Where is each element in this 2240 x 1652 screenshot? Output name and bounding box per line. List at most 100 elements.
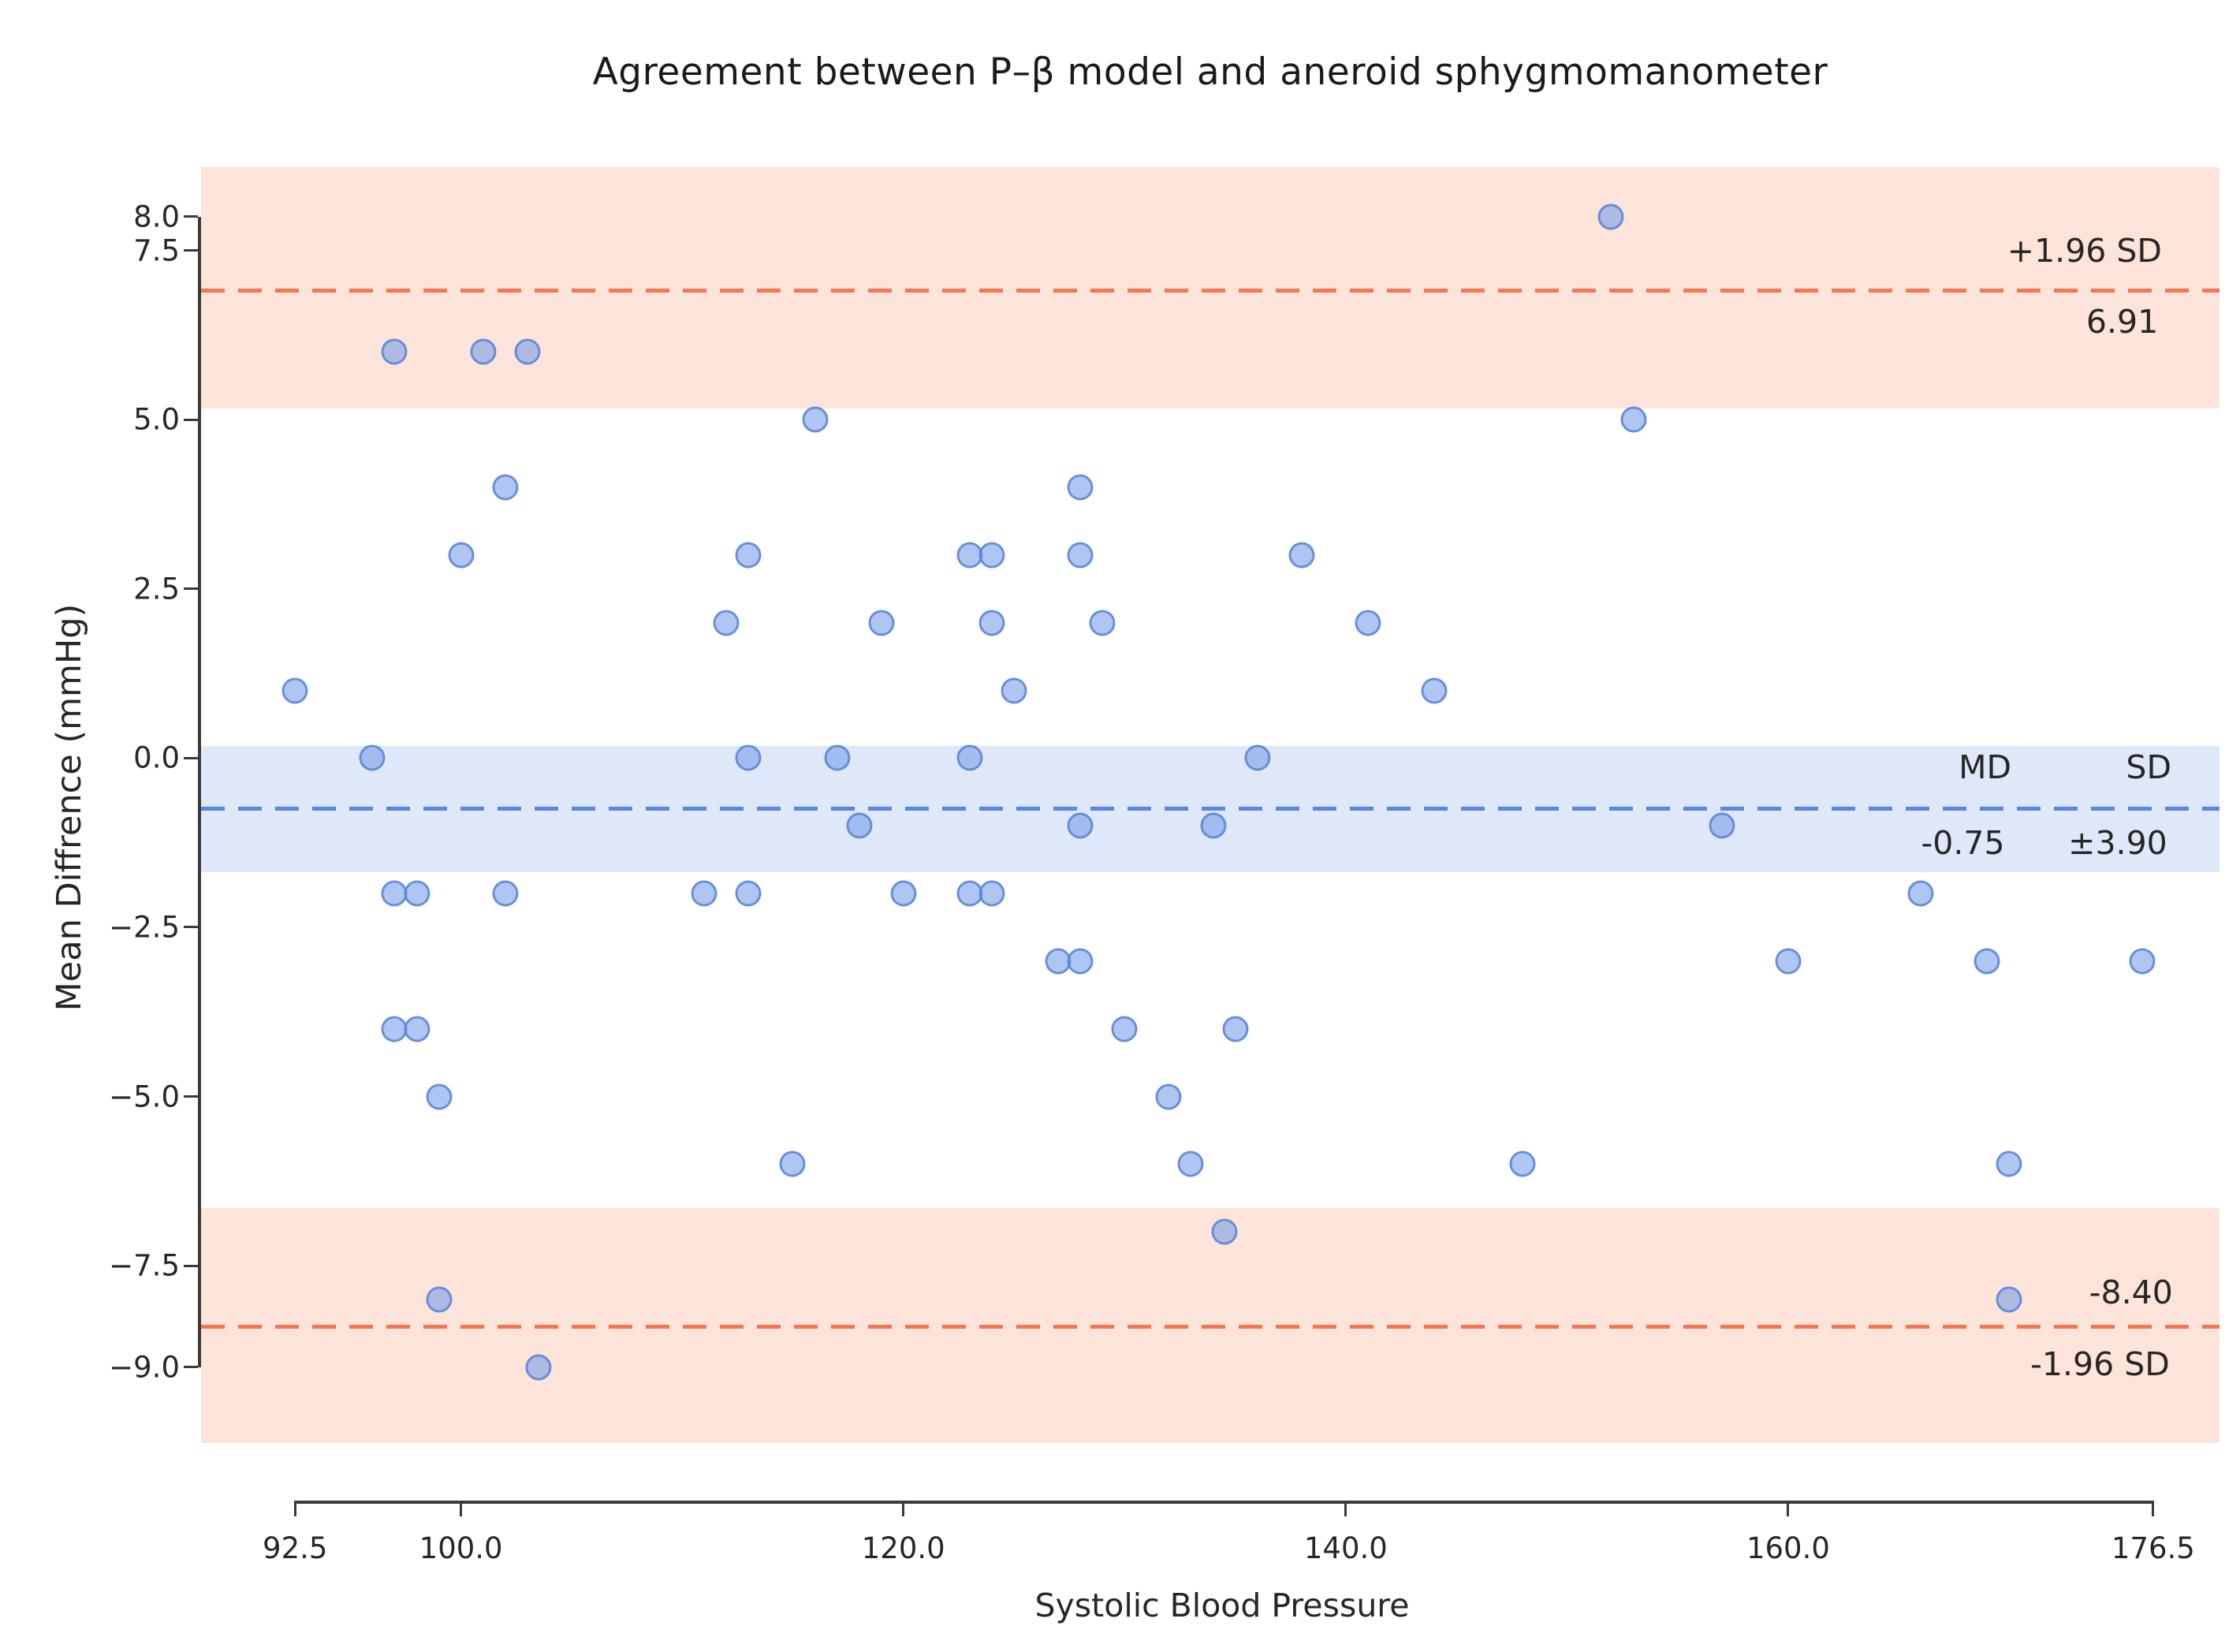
plot-area: +1.96 SD 6.91 MD SD -0.75 ±3.90 -8.40 -1.96 SD [201, 167, 2220, 1443]
y-tick-label: 0.0 [133, 740, 180, 775]
data-point [1177, 1150, 1204, 1177]
y-tick-label: −9.0 [109, 1350, 180, 1385]
data-point [978, 880, 1005, 907]
lower-loa-value: -8.40 [2089, 1273, 2173, 1312]
data-point [492, 474, 519, 501]
data-point [426, 1083, 453, 1110]
x-tick-mark [2152, 1501, 2155, 1516]
data-point [492, 880, 519, 907]
data-point [525, 1354, 552, 1381]
y-tick-mark [184, 587, 198, 591]
x-tick-label: 176.5 [2111, 1531, 2195, 1565]
data-point [470, 338, 497, 365]
x-tick-label: 92.5 [263, 1531, 328, 1565]
y-tick-mark [184, 1264, 198, 1267]
y-tick-label: −2.5 [109, 910, 180, 945]
x-tick-mark [902, 1501, 905, 1516]
y-tick-label: 5.0 [133, 402, 180, 437]
data-point [978, 542, 1005, 569]
data-point [1996, 1286, 2022, 1313]
y-tick-mark [184, 756, 198, 759]
data-point [281, 677, 308, 703]
data-point [2129, 948, 2156, 975]
data-point [1974, 948, 2000, 975]
data-point [779, 1150, 806, 1177]
data-point [1067, 474, 1094, 501]
data-point [359, 744, 386, 771]
data-point [1111, 1016, 1138, 1042]
x-tick-mark [1787, 1501, 1790, 1516]
upper-loa-label: +1.96 SD [2007, 231, 2162, 270]
x-tick-label: 160.0 [1746, 1531, 1830, 1565]
data-point [1244, 744, 1271, 771]
lower-loa-line [201, 1324, 2220, 1329]
data-point [426, 1286, 453, 1313]
y-tick-mark [184, 1366, 198, 1369]
data-point [404, 880, 430, 907]
x-tick-mark [460, 1501, 463, 1516]
upper-loa-value: 6.91 [2085, 302, 2159, 341]
x-tick-label: 100.0 [419, 1531, 503, 1565]
data-point [890, 880, 917, 907]
data-point [802, 406, 829, 433]
data-point [978, 610, 1005, 636]
data-point [1509, 1150, 1536, 1177]
y-tick-label: −7.5 [109, 1248, 180, 1283]
data-point [1045, 948, 1072, 975]
x-axis-spine [295, 1501, 2153, 1504]
data-point [1067, 542, 1094, 569]
data-point [1155, 1083, 1182, 1110]
data-point [1067, 812, 1094, 839]
upper-loa-line [201, 288, 2220, 293]
data-point [514, 338, 541, 365]
mean-diff-line [201, 807, 2220, 811]
data-point [1001, 677, 1027, 703]
data-point [735, 542, 762, 569]
data-point [1211, 1218, 1238, 1245]
data-point [735, 880, 762, 907]
y-tick-mark [184, 1095, 198, 1098]
y-axis-label: Mean Diffrence (mmHg) [50, 603, 89, 1012]
y-tick-label: 8.0 [133, 200, 180, 234]
data-point [1709, 812, 1735, 839]
md-header: MD [1959, 748, 2012, 787]
data-point [691, 880, 717, 907]
x-tick-mark [1344, 1501, 1347, 1516]
lower-loa-label: -1.96 SD [2030, 1344, 2170, 1383]
y-tick-mark [184, 215, 198, 218]
upper-loa-ci-band [201, 167, 2220, 409]
data-point [1620, 406, 1647, 433]
y-tick-label: 7.5 [133, 233, 180, 268]
sd-header: SD [2126, 748, 2172, 787]
data-point [824, 744, 851, 771]
data-point [868, 610, 895, 636]
data-point [1907, 880, 1934, 907]
y-tick-mark [184, 418, 198, 421]
sd-value: ±3.90 [2068, 823, 2167, 862]
y-tick-label: −5.0 [109, 1080, 180, 1114]
data-point [1996, 1150, 2022, 1177]
data-point [735, 744, 762, 771]
data-point [1200, 812, 1226, 839]
md-value: -0.75 [1921, 823, 2005, 862]
data-point [846, 812, 873, 839]
data-point [448, 542, 475, 569]
data-point [381, 1016, 408, 1042]
x-tick-mark [293, 1501, 296, 1516]
data-point [956, 744, 983, 771]
data-point [404, 1016, 430, 1042]
x-tick-label: 140.0 [1303, 1531, 1388, 1565]
data-point [1067, 948, 1094, 975]
x-axis-label: Systolic Blood Pressure [1034, 1587, 1410, 1624]
data-point [1355, 610, 1381, 636]
y-tick-mark [184, 249, 198, 252]
data-point [1222, 1016, 1249, 1042]
chart-title: Agreement between P–β model and aneroid … [592, 50, 1828, 94]
y-axis-spine [198, 216, 201, 1367]
x-tick-label: 120.0 [861, 1531, 945, 1565]
y-tick-mark [184, 926, 198, 929]
y-tick-label: 2.5 [133, 572, 180, 606]
data-point [1597, 203, 1624, 230]
data-point [381, 338, 408, 365]
